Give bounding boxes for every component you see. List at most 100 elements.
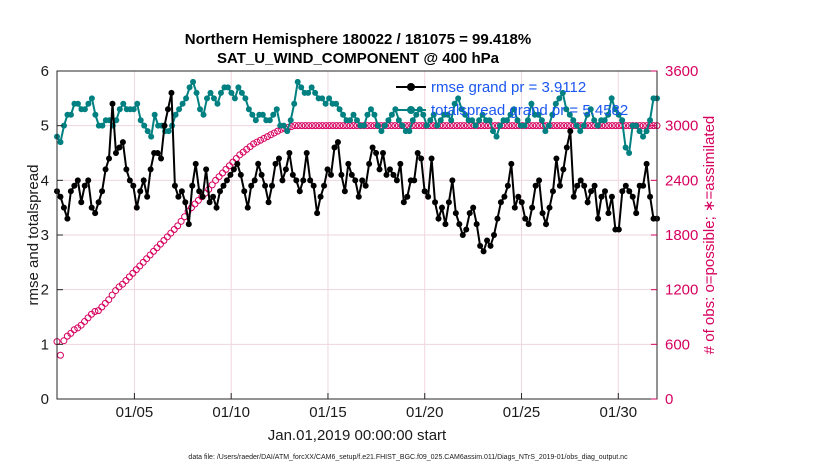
obs-point [70, 326, 78, 334]
obs-point [136, 262, 144, 270]
obs-point [312, 122, 320, 130]
spread-point [552, 100, 559, 107]
obs-point [325, 122, 333, 130]
obs-point [253, 138, 261, 146]
rmse-point [546, 204, 553, 211]
rmse-point [477, 242, 484, 249]
obs-point [170, 226, 178, 234]
y-tick-label: 1 [41, 336, 49, 353]
rmse-point [106, 155, 113, 162]
spread-point [570, 117, 577, 124]
spread-point [144, 128, 151, 135]
spread-point [437, 117, 444, 124]
spread-point [601, 117, 608, 124]
spread-point [371, 111, 378, 118]
obs-point [108, 291, 116, 299]
rmse-point [501, 193, 508, 200]
y-axis-label: rmse and totalspread [25, 165, 42, 306]
spread-point [399, 122, 406, 129]
spread-point [420, 111, 427, 118]
legend-spread-label: totalspread grand pr = 5.4582 [431, 102, 628, 119]
rmse-point [553, 155, 560, 162]
spread-point [636, 128, 643, 135]
rmse-point [536, 177, 543, 184]
y-axis-right: 0 600 1200 1800 2400 3000 3600 [651, 63, 698, 408]
obs-point [274, 127, 282, 135]
spread-point [374, 122, 381, 129]
rmse-point [484, 237, 491, 244]
rmse-point [518, 199, 525, 206]
obs-point [270, 129, 278, 137]
obs-point [294, 122, 302, 130]
spread-point [214, 100, 221, 107]
rmse-point [359, 177, 366, 184]
rmse-point [543, 221, 550, 228]
rmse-point [279, 177, 286, 184]
spread-point [186, 84, 193, 91]
rmse-point [598, 193, 605, 200]
rmse-point [522, 215, 529, 222]
rmse-point [466, 210, 473, 217]
spread-point [472, 122, 479, 129]
rmse-point [393, 177, 400, 184]
spread-point [640, 133, 647, 140]
obs-point [367, 122, 375, 130]
rmse-series [54, 89, 660, 255]
rmse-point [390, 171, 397, 178]
obs-point [129, 269, 137, 277]
rmse-point [275, 155, 282, 162]
rmse-point [144, 193, 151, 200]
rmse-point [130, 182, 137, 189]
rmse-point [196, 188, 203, 195]
rmse-point [414, 150, 421, 156]
obs-point [605, 122, 613, 130]
spread-point [134, 100, 141, 107]
spread-point [409, 117, 416, 124]
obs-point [143, 255, 151, 263]
spread-point [193, 89, 200, 96]
spread-point [224, 84, 231, 91]
rmse-point [99, 188, 106, 195]
obs-point [263, 133, 271, 141]
spread-point [322, 100, 329, 107]
rmse-point [643, 160, 650, 167]
obs-point [167, 229, 175, 237]
rmse-point [425, 193, 432, 200]
rmse-point [348, 171, 355, 178]
spread-point [556, 95, 563, 102]
spread-point [249, 111, 256, 118]
rmse-point [213, 204, 220, 211]
spread-point [273, 106, 280, 113]
rmse-point [64, 215, 71, 222]
x-tick-label: 01/25 [503, 404, 541, 421]
rmse-point [338, 171, 345, 178]
spread-point [197, 106, 204, 113]
rmse-point [366, 160, 373, 167]
obs-point [460, 122, 468, 130]
spread-point [252, 117, 259, 124]
spread-point [476, 117, 483, 124]
spread-point [350, 111, 357, 118]
rmse-point [369, 144, 376, 151]
spread-point [514, 117, 521, 124]
spread-point [521, 122, 528, 129]
rmse-point [168, 89, 175, 96]
rmse-point [74, 177, 81, 184]
spread-point [507, 111, 514, 118]
rmse-point [345, 160, 352, 167]
spread-point [479, 111, 486, 118]
spread-point [591, 117, 598, 124]
obs-point [112, 287, 120, 295]
rmse-point [352, 177, 359, 184]
rmse-point [355, 193, 362, 200]
spread-point [67, 111, 74, 118]
rmse-point [137, 188, 144, 195]
spread-point [594, 122, 601, 129]
rmse-point [251, 177, 258, 184]
obs-point [94, 307, 102, 315]
rmse-point [331, 144, 338, 151]
rmse-point [158, 155, 165, 162]
rmse-point [622, 182, 629, 189]
spread-point [486, 117, 493, 124]
rmse-point [487, 242, 494, 249]
